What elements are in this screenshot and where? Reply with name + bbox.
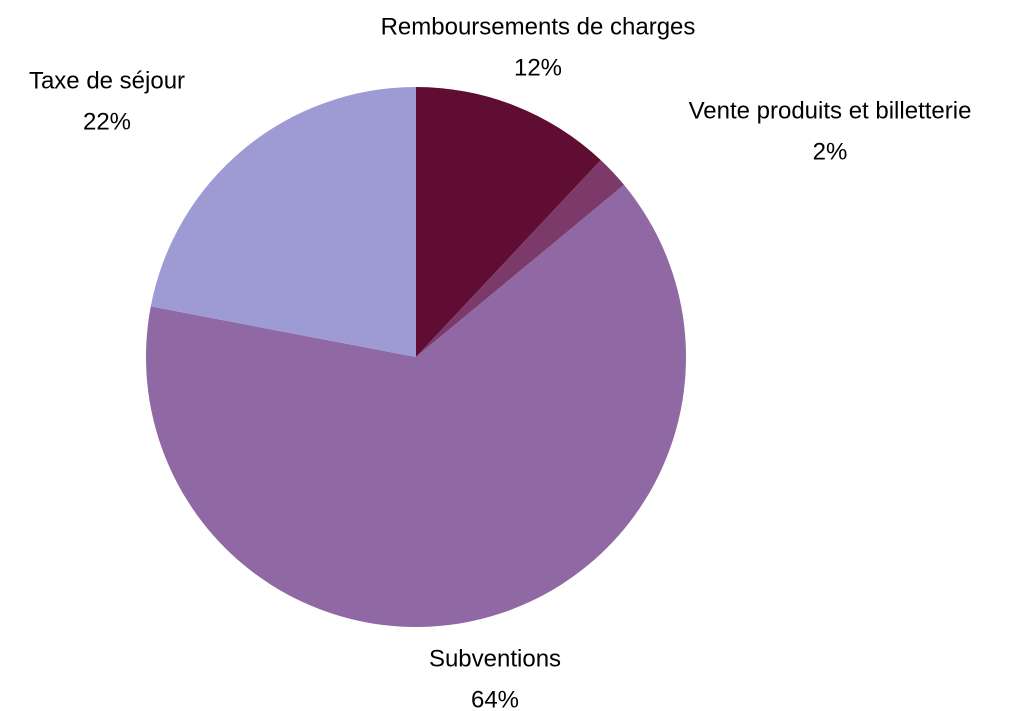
pie-slice (145, 184, 686, 628)
slice-value-label: 64% (471, 686, 519, 711)
slice-label: Subventions (429, 645, 561, 672)
slice-value-label: 2% (813, 138, 848, 165)
slice-label: Vente produits et billetterie (689, 97, 972, 124)
pie-slice (416, 87, 601, 357)
slice-label: Remboursements de charges (381, 13, 696, 40)
pie-slice (416, 160, 625, 357)
slice-value-label: 22% (83, 108, 131, 135)
slice-label: Taxe de séjour (29, 67, 185, 94)
pie-slice (150, 87, 416, 357)
slice-value-label: 12% (514, 54, 562, 81)
